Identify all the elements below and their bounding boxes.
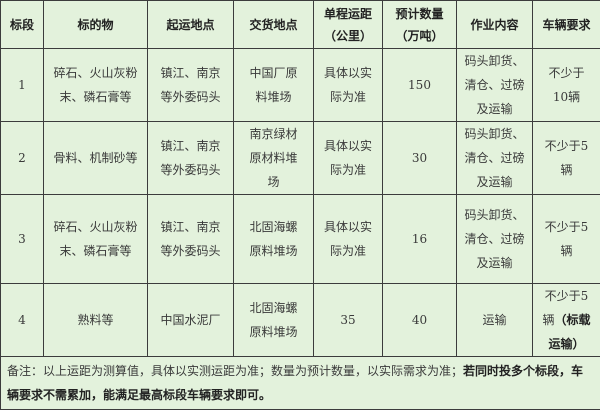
cell-origin: 镇江、南京 等外委码头 <box>148 49 234 122</box>
cell-goods: 碎石、火山灰粉 末、磷石膏等 <box>44 49 148 122</box>
cell-section: 1 <box>1 49 44 122</box>
cell-distance: 具体以实 际为准 <box>314 49 383 122</box>
cell-work: 码头卸货、 清仓、过磅 及运输 <box>457 195 533 284</box>
cell-distance: 具体以实 际为准 <box>314 122 383 195</box>
cell-destination: 北固海螺 原料堆场 <box>234 284 314 357</box>
cell-work: 码头卸货、 清仓、过磅 及运输 <box>457 49 533 122</box>
cell-origin: 镇江、南京 等外委码头 <box>148 122 234 195</box>
note-row: 备注：以上运距为测算值，具体以实测运距为准；数量为预计数量，以实际需求为准；若同… <box>1 357 600 410</box>
cell-work: 运输 <box>457 284 533 357</box>
cell-quantity: 30 <box>383 122 457 195</box>
header-destination: 交货地点 <box>234 1 314 49</box>
header-vehicles: 车辆要求 <box>533 1 600 49</box>
cell-origin: 镇江、南京 等外委码头 <box>148 195 234 284</box>
cell-section: 2 <box>1 122 44 195</box>
cell-quantity: 150 <box>383 49 457 122</box>
cell-quantity: 16 <box>383 195 457 284</box>
cell-work: 码头卸货、 清仓、过磅 及运输 <box>457 122 533 195</box>
table-row: 2 骨料、机制砂等 镇江、南京 等外委码头 南京绿材 原材料堆 场 具体以实 际… <box>1 122 600 195</box>
cell-goods: 碎石、火山灰粉 末、磷石膏等 <box>44 195 148 284</box>
table-row: 3 碎石、火山灰粉 末、磷石膏等 镇江、南京 等外委码头 北固海螺 原料堆场 具… <box>1 195 600 284</box>
cell-origin: 中国水泥厂 <box>148 284 234 357</box>
cell-vehicles: 不少于5 辆 <box>533 122 600 195</box>
cell-vehicles: 不少于5 辆 <box>533 195 600 284</box>
table-row: 1 碎石、火山灰粉 末、磷石膏等 镇江、南京 等外委码头 中国厂原 料堆场 具体… <box>1 49 600 122</box>
header-distance: 单程运距 （公里） <box>314 1 383 49</box>
cell-destination: 北固海螺 原料堆场 <box>234 195 314 284</box>
cell-distance: 35 <box>314 284 383 357</box>
header-section: 标段 <box>1 1 44 49</box>
cell-section: 3 <box>1 195 44 284</box>
header-goods: 标的物 <box>44 1 148 49</box>
header-quantity: 预计数量 （万吨） <box>383 1 457 49</box>
cell-destination: 南京绿材 原材料堆 场 <box>234 122 314 195</box>
note-cell: 备注：以上运距为测算值，具体以实测运距为准；数量为预计数量，以实际需求为准；若同… <box>1 357 600 410</box>
cell-goods: 熟料等 <box>44 284 148 357</box>
cell-goods: 骨料、机制砂等 <box>44 122 148 195</box>
vehicles-bold-text: （标载 运输） <box>548 313 590 351</box>
cell-quantity: 40 <box>383 284 457 357</box>
cell-vehicles: 不少于5 辆（标载 运输） <box>533 284 600 357</box>
header-row: 标段 标的物 起运地点 交货地点 单程运距 （公里） 预计数量 （万吨） 作业内… <box>1 1 600 49</box>
header-origin: 起运地点 <box>148 1 234 49</box>
cell-destination: 中国厂原 料堆场 <box>234 49 314 122</box>
cell-section: 4 <box>1 284 44 357</box>
cell-vehicles: 不少于 10辆 <box>533 49 600 122</box>
table-row: 4 熟料等 中国水泥厂 北固海螺 原料堆场 35 40 运输 不少于5 辆（标载… <box>1 284 600 357</box>
note-text: 备注：以上运距为测算值，具体以实测运距为准；数量为预计数量，以实际需求为准； <box>7 364 463 378</box>
cell-distance: 具体以实 际为准 <box>314 195 383 284</box>
header-work: 作业内容 <box>457 1 533 49</box>
